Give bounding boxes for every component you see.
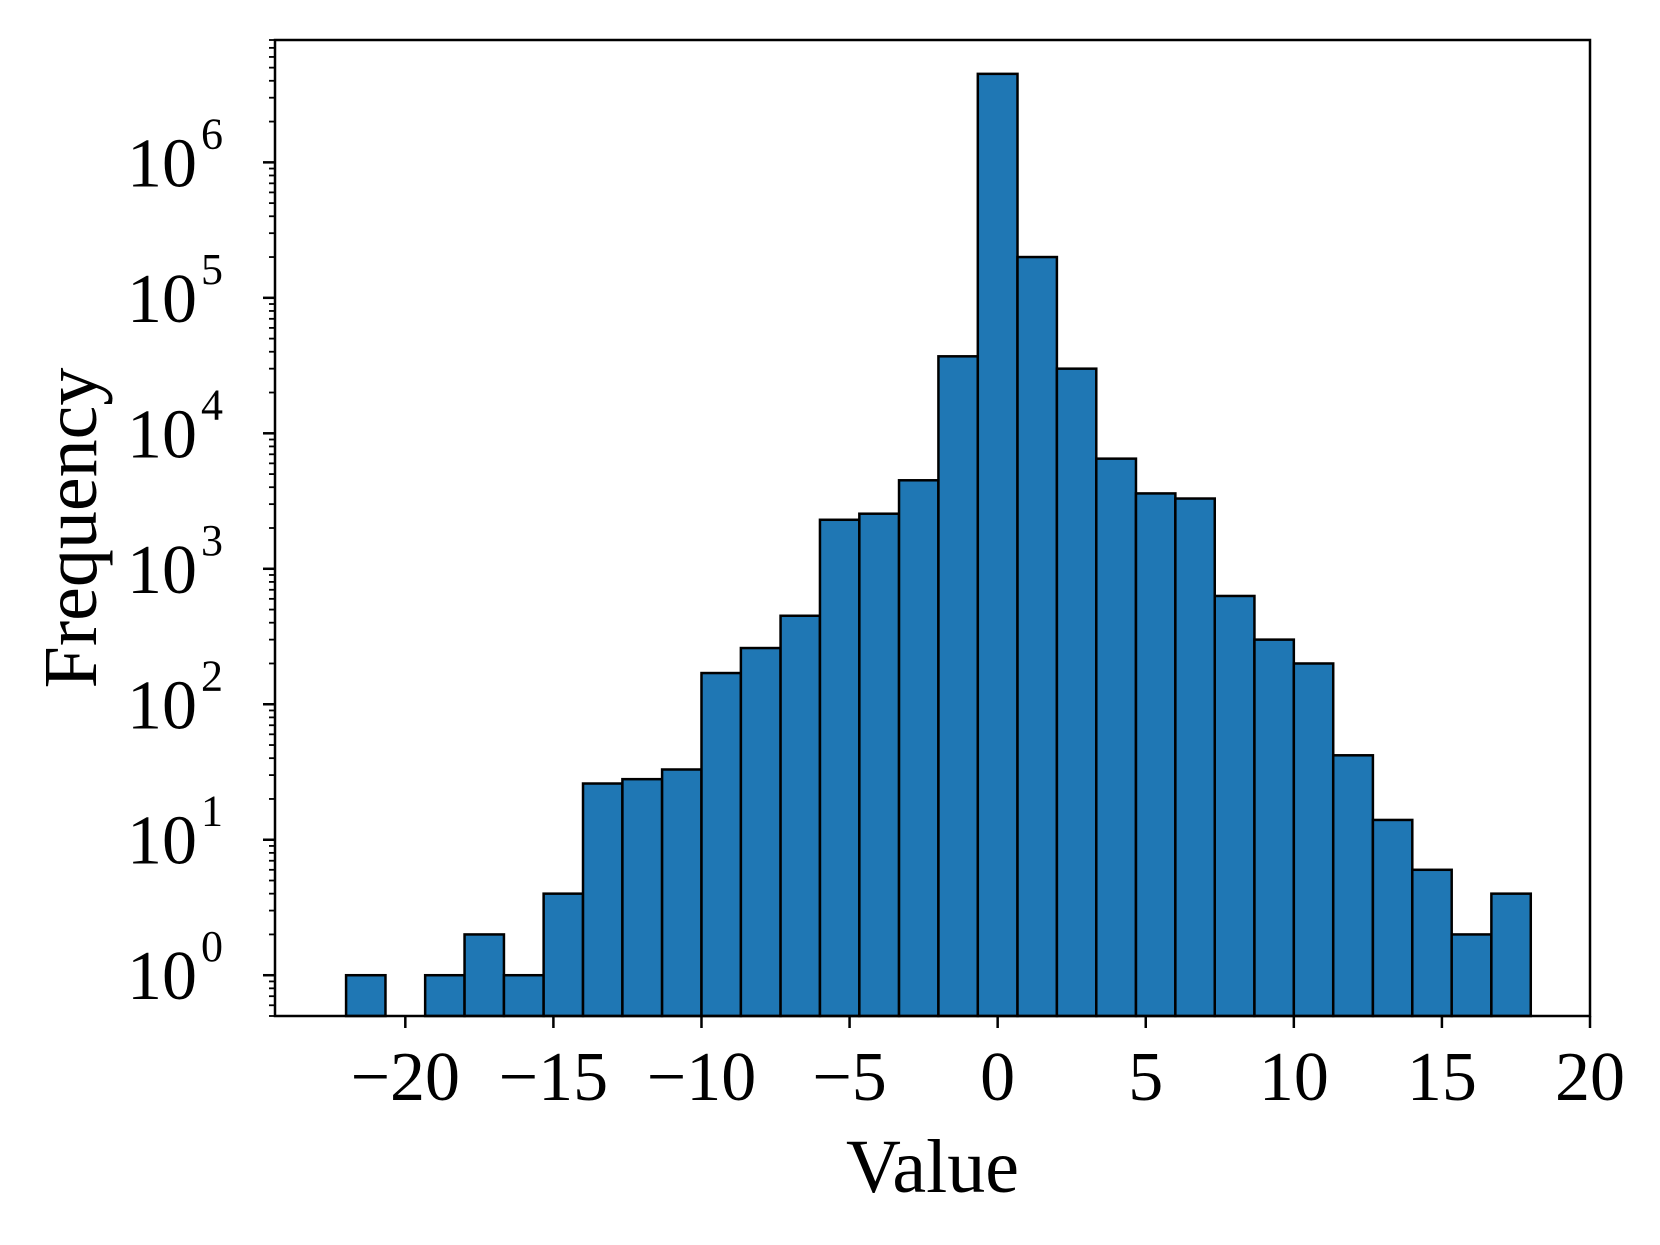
histogram-bar <box>1292 662 1335 1018</box>
histogram-bar <box>1411 868 1453 1018</box>
histogram-bar <box>542 892 585 1018</box>
histogram-bar <box>1331 754 1375 1018</box>
histogram-bar <box>897 479 940 1018</box>
x-tick-label: 20 <box>1555 1039 1625 1116</box>
x-axis: −20 −15 −10 −5 0 5 10 15 20 <box>351 1016 1625 1116</box>
x-tick-label: −10 <box>647 1039 756 1116</box>
y-tick-exponent: 0 <box>201 922 223 971</box>
y-tick-label: 10 <box>127 125 197 202</box>
y-tick-exponent: 1 <box>201 787 223 836</box>
histogram-bar <box>1371 818 1414 1018</box>
histogram-bar <box>344 973 387 1018</box>
histogram-bar <box>1095 457 1138 1018</box>
bars-group <box>344 72 1533 1018</box>
y-tick-label: 10 <box>127 532 197 609</box>
y-tick-exponent: 6 <box>201 109 223 158</box>
histogram-bar <box>1450 933 1493 1018</box>
histogram-bar <box>818 518 861 1018</box>
x-tick-label: 0 <box>980 1039 1015 1116</box>
x-tick-label: 10 <box>1259 1039 1329 1116</box>
y-tick-exponent: 3 <box>201 516 223 565</box>
histogram-bar <box>1174 497 1217 1018</box>
y-tick-label: 10 <box>127 261 197 338</box>
histogram-bar <box>1490 892 1533 1018</box>
histogram-bar <box>700 671 743 1018</box>
y-tick-exponent: 5 <box>201 245 223 294</box>
histogram-bar <box>660 768 703 1018</box>
x-tick-label: −15 <box>499 1039 608 1116</box>
x-axis-title: Value <box>846 1125 1019 1209</box>
histogram-bar <box>502 973 545 1018</box>
x-tick-label: 5 <box>1128 1039 1163 1116</box>
y-tick-label: 10 <box>127 803 197 880</box>
histogram-bar <box>621 777 664 1018</box>
x-tick-label: −20 <box>351 1039 460 1116</box>
histogram-bar <box>1213 594 1256 1018</box>
y-tick-exponent: 2 <box>201 651 223 700</box>
histogram-bar <box>463 933 506 1018</box>
histogram-bar <box>976 72 1019 1018</box>
histogram-bar <box>1016 255 1059 1018</box>
histogram-bar <box>779 614 822 1018</box>
histogram-bar <box>581 782 624 1018</box>
histogram-bar <box>739 646 782 1018</box>
y-tick-exponent: 4 <box>201 380 223 429</box>
x-tick-label: −5 <box>812 1039 886 1116</box>
x-tick-label: 15 <box>1407 1039 1477 1116</box>
histogram-bar <box>1055 367 1098 1018</box>
histogram-bar <box>937 355 980 1018</box>
histogram-bar <box>858 512 901 1018</box>
y-tick-label: 10 <box>127 396 197 473</box>
y-tick-label: 10 <box>127 938 197 1015</box>
y-axis-title: Frequency <box>29 368 113 689</box>
histogram-bar <box>1134 492 1177 1018</box>
histogram-bar <box>423 973 466 1018</box>
y-tick-label: 10 <box>127 667 197 744</box>
histogram-bar <box>1253 638 1296 1018</box>
